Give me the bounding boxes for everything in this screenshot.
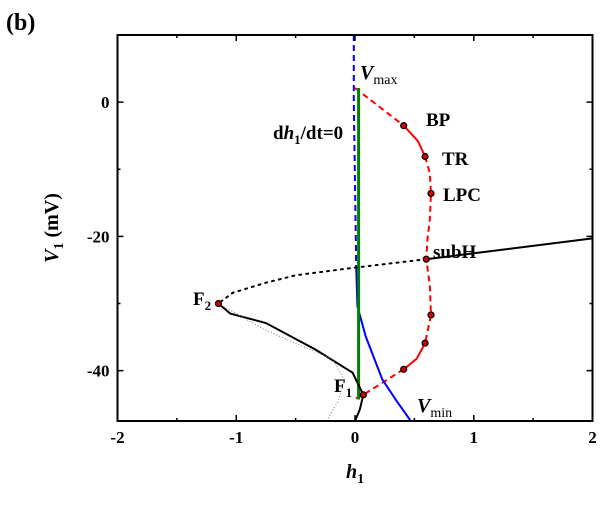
tr-label: TR	[442, 149, 469, 170]
y-tick-label: 0	[101, 93, 110, 112]
lpc-label: LPC	[443, 185, 481, 206]
special-point-lpc	[427, 189, 435, 198]
special-point-bp	[400, 122, 408, 130]
series-equilibrium-stable-right	[426, 237, 593, 261]
series-limit-cycle-stable-lower	[403, 342, 426, 371]
nullcline-label: dh1/dt=0	[273, 123, 343, 147]
y-axis-label: V1 (mV)	[41, 193, 67, 263]
f2-label: F2	[193, 289, 211, 313]
series-equilibrium-unstable	[217, 258, 428, 305]
f1-label: F1	[334, 376, 352, 400]
panel-label: (b)	[6, 10, 35, 36]
x-tick-label: 2	[588, 428, 597, 447]
special-point-f2	[214, 299, 223, 308]
subh-label: subH	[433, 242, 477, 263]
vmax-label: Vmax	[360, 62, 397, 88]
series-auxiliary	[218, 303, 345, 422]
x-tick-label: 0	[351, 428, 360, 447]
y-tick-label: -20	[87, 227, 110, 246]
x-tick-label: -1	[229, 428, 243, 447]
special-point-tr	[421, 152, 429, 161]
special-point-subh	[422, 255, 430, 263]
series-limit-cycle-unstable-mid	[424, 156, 433, 344]
special-point	[400, 365, 408, 373]
x-tick-label: -2	[110, 428, 124, 447]
bp-label: BP	[426, 110, 451, 131]
series-limit-cycle-stable-upper	[402, 124, 427, 157]
series-limit-cycle-unstable-upper	[354, 87, 405, 127]
series-equilibrium-stable-lower	[217, 302, 365, 422]
x-axis-label: h1	[346, 461, 364, 487]
vmin-label: Vmin	[417, 395, 452, 421]
special-point-f1	[359, 391, 367, 399]
special-point	[427, 311, 435, 319]
series-vmax-branch	[352, 35, 358, 267]
y-tick-label: -40	[87, 362, 110, 381]
x-tick-label: 1	[470, 428, 479, 447]
special-point	[421, 339, 429, 347]
